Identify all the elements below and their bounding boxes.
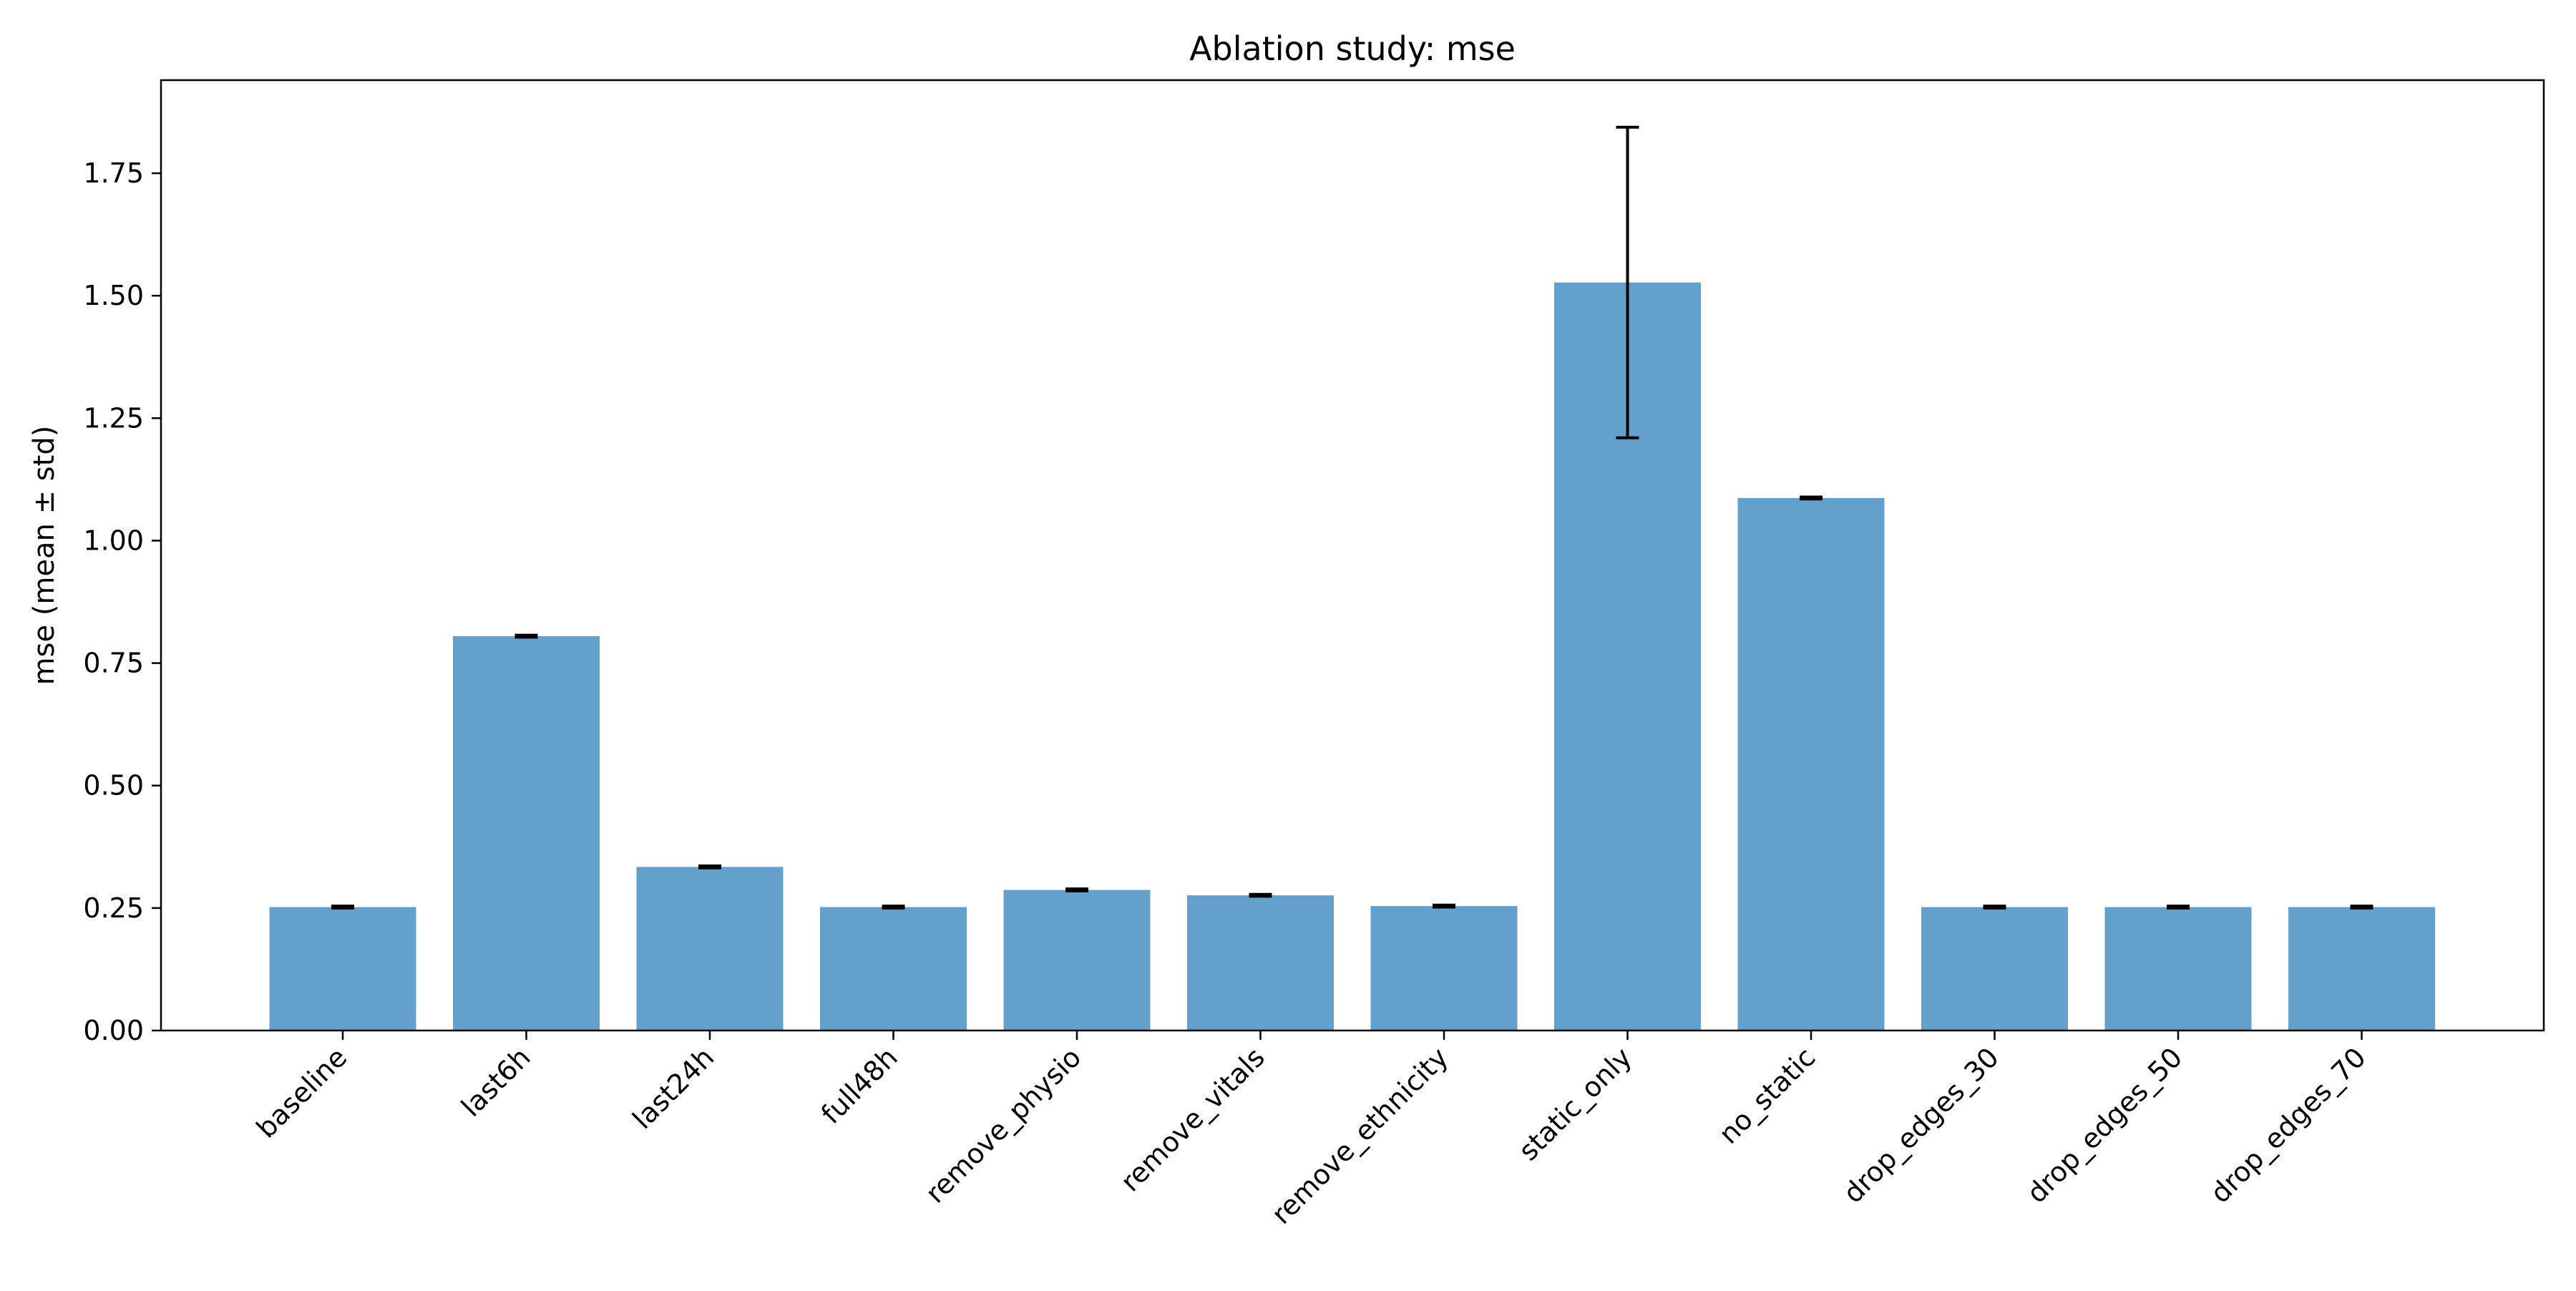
error-bar-drop_edges_70 — [2350, 905, 2373, 910]
y-axis-label: mse (mean ± std) — [28, 426, 61, 686]
y-tick-label: 1.25 — [83, 402, 144, 434]
bar-last24h — [636, 867, 784, 1031]
error-bar-drop_edges_50 — [2167, 905, 2190, 910]
bar-drop_edges_70 — [2288, 907, 2435, 1031]
bar-remove_ethnicity — [1370, 906, 1518, 1031]
chart-title: Ablation study: mse — [1189, 29, 1516, 68]
error-bar-remove_physio — [1065, 887, 1088, 892]
bar-no_static — [1737, 497, 1885, 1031]
y-tick-label: 1.00 — [83, 525, 144, 556]
bar-drop_edges_30 — [1921, 907, 2068, 1031]
bars-group — [269, 282, 2435, 1031]
y-tick-label: 0.25 — [83, 892, 144, 924]
error-bar-remove_ethnicity — [1433, 903, 1455, 909]
error-bar-last24h — [698, 864, 721, 869]
error-bar-drop_edges_30 — [1983, 905, 2006, 910]
error-bar-no_static — [1800, 495, 1823, 501]
plot-frame — [160, 79, 2545, 1032]
error-bar-static_only — [1616, 125, 1639, 439]
y-tick-label: 0.00 — [83, 1015, 144, 1046]
bar-remove_vitals — [1187, 895, 1334, 1031]
bar-last6h — [453, 635, 600, 1031]
bar-full48h — [820, 907, 967, 1031]
y-axis-ticks: 0.00 0.25 0.50 0.75 1.00 1.25 1.50 1.75 — [83, 157, 161, 1046]
error-bar-full48h — [882, 905, 905, 910]
error-bar-baseline — [331, 905, 354, 910]
bar-baseline — [269, 907, 416, 1031]
error-bar-last6h — [514, 633, 538, 639]
bar-drop_edges_50 — [2104, 907, 2252, 1031]
error-bars-group — [331, 125, 2373, 910]
y-tick-label: 1.75 — [83, 157, 144, 189]
y-tick-label: 1.50 — [83, 280, 144, 311]
y-tick-label: 0.75 — [83, 648, 144, 679]
error-bar-remove_vitals — [1249, 892, 1272, 898]
bar-remove_physio — [1003, 890, 1151, 1031]
y-tick-label: 0.50 — [83, 770, 144, 802]
